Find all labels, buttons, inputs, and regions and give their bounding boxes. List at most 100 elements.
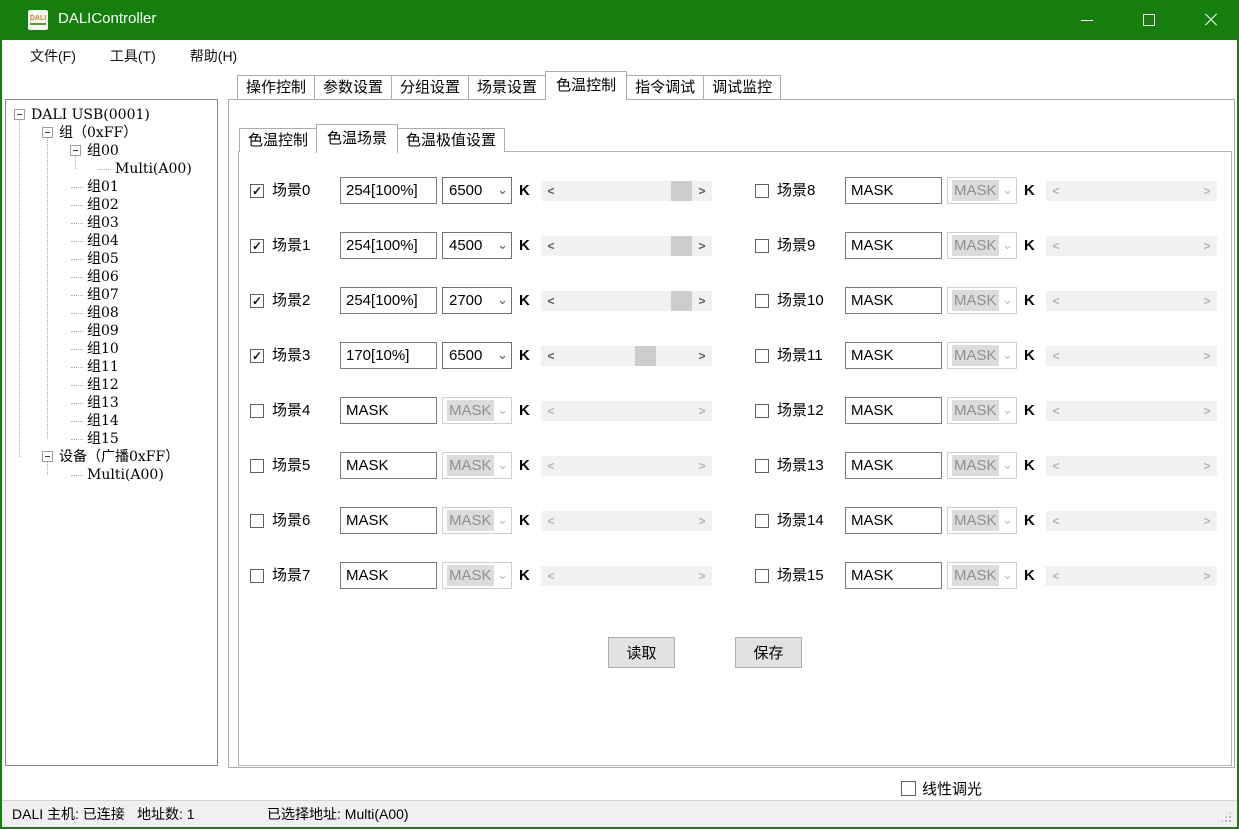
scene-cct-scrollbar[interactable]: < >: [541, 236, 712, 256]
scene-level-input[interactable]: MASK: [845, 507, 942, 534]
scene-cct-select[interactable]: MASK ⌄: [947, 397, 1017, 424]
tree-node-label[interactable]: 组05: [87, 251, 119, 267]
scroll-right-icon[interactable]: >: [698, 569, 706, 583]
scene-cct-select[interactable]: MASK ⌄: [442, 452, 512, 479]
scene-level-input[interactable]: 170[10%]: [340, 342, 437, 369]
scroll-right-icon[interactable]: >: [1203, 459, 1211, 473]
tree-node-label[interactable]: 组02: [87, 197, 119, 213]
scene-cct-select[interactable]: 4500 ⌄: [442, 232, 512, 259]
scene-level-input[interactable]: MASK: [845, 232, 942, 259]
scene-cct-select[interactable]: MASK ⌄: [947, 507, 1017, 534]
tree-node-label[interactable]: DALI USB(0001): [31, 107, 150, 123]
tree-node-label[interactable]: 组13: [87, 395, 119, 411]
scroll-left-icon[interactable]: <: [1052, 239, 1060, 253]
scroll-left-icon[interactable]: <: [1052, 569, 1060, 583]
scene-cct-scrollbar[interactable]: < >: [1046, 346, 1217, 366]
scroll-right-icon[interactable]: >: [1203, 294, 1211, 308]
scene-level-input[interactable]: MASK: [340, 452, 437, 479]
scene-checkbox[interactable]: [755, 514, 769, 528]
scene-checkbox[interactable]: [250, 294, 264, 308]
scene-cct-select[interactable]: MASK ⌄: [442, 562, 512, 589]
tree-node-label[interactable]: 组09: [87, 323, 119, 339]
scene-checkbox[interactable]: [755, 349, 769, 363]
scene-checkbox[interactable]: [250, 404, 264, 418]
expand-collapse-icon[interactable]: [14, 109, 25, 120]
scroll-right-icon[interactable]: >: [1203, 514, 1211, 528]
scene-cct-scrollbar[interactable]: < >: [1046, 236, 1217, 256]
scene-cct-scrollbar[interactable]: < >: [1046, 566, 1217, 586]
scroll-left-icon[interactable]: <: [1052, 184, 1060, 198]
scrollbar-thumb[interactable]: [671, 236, 692, 256]
scene-cct-select[interactable]: MASK ⌄: [442, 507, 512, 534]
scrollbar-thumb[interactable]: [671, 181, 692, 201]
scene-checkbox[interactable]: [250, 239, 264, 253]
scroll-right-icon[interactable]: >: [698, 294, 706, 308]
scroll-right-icon[interactable]: >: [1203, 404, 1211, 418]
tab-2[interactable]: 分组设置: [391, 75, 470, 99]
checkbox-box[interactable]: [901, 781, 916, 796]
scroll-right-icon[interactable]: >: [1203, 184, 1211, 198]
scene-cct-select[interactable]: 6500 ⌄: [442, 342, 512, 369]
tree-node-label[interactable]: 组06: [87, 269, 119, 285]
scene-cct-select[interactable]: 6500 ⌄: [442, 177, 512, 204]
scene-checkbox[interactable]: [755, 569, 769, 583]
scene-checkbox[interactable]: [755, 404, 769, 418]
scroll-left-icon[interactable]: <: [1052, 294, 1060, 308]
tree-node-label[interactable]: 组12: [87, 377, 119, 393]
scene-checkbox[interactable]: [250, 349, 264, 363]
linear-dimming-checkbox[interactable]: 线性调光: [901, 778, 982, 799]
save-button[interactable]: 保存: [735, 637, 802, 668]
tree-node-label[interactable]: 组03: [87, 215, 119, 231]
tab-4[interactable]: 色温控制: [545, 71, 628, 100]
menu-item-0[interactable]: 文件(F): [30, 47, 76, 64]
scene-level-input[interactable]: MASK: [845, 342, 942, 369]
tree-node-label[interactable]: 组01: [87, 179, 119, 195]
scene-cct-scrollbar[interactable]: < >: [541, 291, 712, 311]
scene-checkbox[interactable]: [250, 459, 264, 473]
scene-level-input[interactable]: MASK: [845, 177, 942, 204]
scene-level-input[interactable]: MASK: [340, 562, 437, 589]
close-button[interactable]: [1188, 0, 1234, 40]
scene-checkbox[interactable]: [755, 239, 769, 253]
scene-cct-select[interactable]: 2700 ⌄: [442, 287, 512, 314]
scene-cct-select[interactable]: MASK ⌄: [442, 397, 512, 424]
scene-checkbox[interactable]: [755, 459, 769, 473]
scene-cct-select[interactable]: MASK ⌄: [947, 562, 1017, 589]
tab-1[interactable]: 参数设置: [314, 75, 393, 99]
scene-cct-select[interactable]: MASK ⌄: [947, 177, 1017, 204]
scene-cct-scrollbar[interactable]: < >: [1046, 511, 1217, 531]
tree-node-label[interactable]: 组15: [87, 431, 119, 447]
scene-checkbox[interactable]: [250, 514, 264, 528]
tree-node-label[interactable]: 组00: [87, 143, 119, 159]
resize-grip-icon[interactable]: [1220, 811, 1232, 823]
scroll-right-icon[interactable]: >: [1203, 239, 1211, 253]
device-tree[interactable]: DALI USB(0001) 组（0xFF） 组00 Multi(A00) 组01 组02…: [5, 99, 218, 766]
read-button[interactable]: 读取: [608, 637, 675, 668]
scene-cct-scrollbar[interactable]: < >: [541, 401, 712, 421]
scroll-right-icon[interactable]: >: [698, 459, 706, 473]
scene-level-input[interactable]: MASK: [340, 397, 437, 424]
scroll-right-icon[interactable]: >: [1203, 349, 1211, 363]
scroll-left-icon[interactable]: <: [547, 459, 555, 473]
subtab-2[interactable]: 色温极值设置: [397, 128, 506, 152]
tab-0[interactable]: 操作控制: [237, 75, 316, 99]
scroll-left-icon[interactable]: <: [1052, 349, 1060, 363]
scene-cct-select[interactable]: MASK ⌄: [947, 232, 1017, 259]
scene-cct-scrollbar[interactable]: < >: [1046, 401, 1217, 421]
scene-cct-scrollbar[interactable]: < >: [541, 346, 712, 366]
tree-node-label[interactable]: 组10: [87, 341, 119, 357]
scroll-right-icon[interactable]: >: [698, 404, 706, 418]
maximize-button[interactable]: [1126, 0, 1172, 40]
scene-level-input[interactable]: 254[100%]: [340, 287, 437, 314]
tree-node-label[interactable]: Multi(A00): [115, 161, 192, 177]
expand-collapse-icon[interactable]: [70, 145, 81, 156]
scene-cct-select[interactable]: MASK ⌄: [947, 452, 1017, 479]
scroll-right-icon[interactable]: >: [698, 349, 706, 363]
tree-node-label[interactable]: 组07: [87, 287, 119, 303]
scroll-left-icon[interactable]: <: [547, 569, 555, 583]
tree-node-label[interactable]: Multi(A00): [87, 467, 164, 483]
scrollbar-thumb[interactable]: [634, 346, 656, 366]
scene-level-input[interactable]: MASK: [340, 507, 437, 534]
scene-cct-scrollbar[interactable]: < >: [1046, 291, 1217, 311]
scene-level-input[interactable]: 254[100%]: [340, 232, 437, 259]
